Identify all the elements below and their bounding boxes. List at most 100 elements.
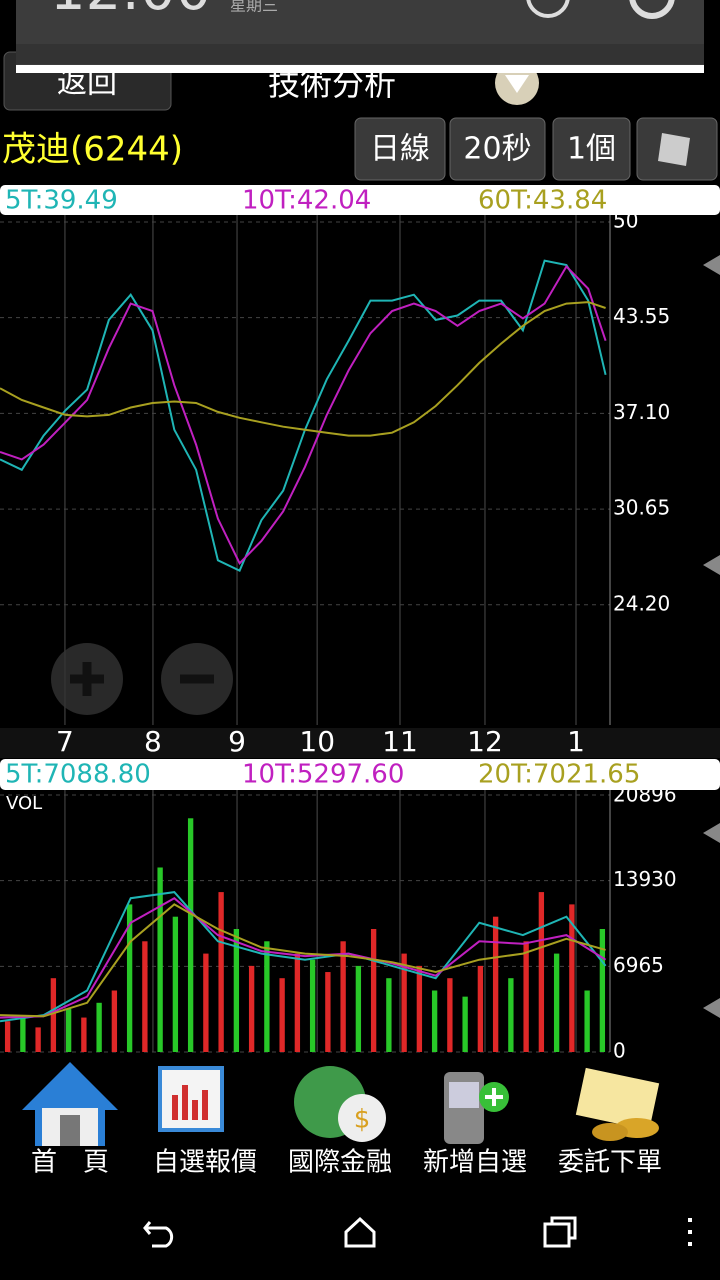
- volume-bar: [233, 928, 240, 1052]
- panel-shade: [16, 44, 704, 64]
- y-tick-label: 24.20: [613, 591, 670, 615]
- ma-line: [0, 891, 607, 1023]
- back-key[interactable]: [143, 1221, 174, 1248]
- home-icon-door: [60, 1115, 80, 1146]
- volume-bar: [4, 1021, 11, 1052]
- volume-bar: [340, 941, 346, 1052]
- price-legend-bar: [0, 185, 720, 215]
- status-icon[interactable]: [526, 0, 570, 18]
- order-icon[interactable]: [575, 1067, 660, 1131]
- legend-label: 5T:7088.80: [5, 760, 151, 790]
- nav-label[interactable]: 首 頁: [31, 1148, 109, 1178]
- dropdown-arrow: [505, 75, 529, 93]
- nav-label[interactable]: 委託下單: [558, 1148, 662, 1178]
- volume-bar: [35, 1027, 41, 1052]
- volume-bar: [157, 867, 163, 1052]
- y-tick-label: 13930: [613, 867, 677, 891]
- legend-label: 10T:42.04: [242, 186, 371, 216]
- volume-bar: [386, 978, 392, 1052]
- add-plus: [485, 1088, 503, 1106]
- toolbar-button-label[interactable]: 日線: [370, 132, 430, 167]
- volume-bar: [279, 978, 285, 1052]
- charts: 7 8 9 10 11 12 1 50 43.55 37.10 30.65 24.20 5T:39.49…: [0, 186, 677, 1063]
- finance-bag: [338, 1094, 386, 1142]
- volume-bar: [172, 916, 179, 1052]
- ma-line: [0, 301, 606, 437]
- volume-bar: [248, 965, 255, 1052]
- volume-bar: [309, 959, 316, 1052]
- volume-bar: [142, 941, 148, 1052]
- y-tick-label: 0: [613, 1039, 626, 1063]
- volume-legend-bar: [0, 759, 720, 790]
- phone-screen: [449, 1082, 479, 1108]
- nav-icons: $: [22, 1062, 660, 1146]
- toolbar: 日線 20秒 1個: [354, 117, 631, 181]
- toolbar-button[interactable]: [354, 117, 446, 181]
- legend-label: 60T:43.84: [478, 186, 607, 216]
- volume-bar: [569, 904, 575, 1052]
- x-tick-label: 9: [228, 725, 246, 758]
- volume-bar: [538, 892, 545, 1052]
- rotate-icon: [658, 133, 690, 166]
- volume-bar: [203, 953, 209, 1052]
- panel-edge: [16, 65, 704, 73]
- settings-icon[interactable]: [629, 0, 675, 19]
- volume-bar: [325, 972, 331, 1052]
- legend-label: 5T:39.49: [5, 186, 118, 216]
- volume-bar: [599, 928, 606, 1052]
- status-time: 12:00: [50, 0, 211, 23]
- volume-bar: [264, 941, 270, 1052]
- y-tick-label: 30.65: [613, 496, 670, 520]
- stock-name: 茂迪(6244): [2, 130, 183, 170]
- volume-bar: [111, 990, 118, 1052]
- recents-key[interactable]: [543, 1222, 571, 1248]
- toolbar-button-label[interactable]: 20秒: [463, 132, 531, 167]
- finance-symbol: $: [354, 1105, 371, 1135]
- volume-bar: [50, 978, 57, 1052]
- nav-label[interactable]: 國際金融: [288, 1148, 392, 1178]
- y-tick-label: 43.55: [613, 304, 670, 328]
- x-tick-label: 8: [144, 725, 162, 758]
- volume-bar: [20, 1015, 26, 1052]
- volume-bar: [355, 965, 362, 1052]
- volume-bar: [294, 953, 301, 1052]
- x-tick-label: 12: [467, 725, 503, 758]
- nav-label[interactable]: 新增自選: [423, 1148, 527, 1178]
- volume-bar: [126, 904, 133, 1052]
- side-arrow[interactable]: [703, 555, 720, 575]
- status-weekday: 星期三: [230, 0, 278, 15]
- quote-icon-bars: [172, 1085, 208, 1120]
- y-tick-label: 20896: [613, 783, 677, 807]
- volume-bar: [96, 1002, 102, 1052]
- x-axis-strip: [0, 728, 720, 758]
- side-arrow[interactable]: [703, 998, 720, 1018]
- toolbar-button[interactable]: [552, 117, 631, 181]
- home-key[interactable]: [344, 1216, 376, 1248]
- volume-bar: [81, 1017, 87, 1052]
- y-tick-label: 50: [613, 208, 638, 232]
- x-tick-label: 1: [567, 725, 585, 758]
- toolbar-button-label[interactable]: 1個: [567, 132, 616, 167]
- chart-label: VOL: [6, 793, 42, 814]
- volume-bar: [553, 953, 560, 1052]
- side-arrow[interactable]: [703, 255, 720, 275]
- volume-bar: [370, 928, 377, 1052]
- legend-label: 10T:5297.60: [242, 760, 404, 790]
- nav-label[interactable]: 自選報價: [153, 1148, 257, 1178]
- volume-bar: [477, 965, 484, 1052]
- side-arrow[interactable]: [703, 823, 720, 843]
- volume-bar: [508, 978, 514, 1052]
- volume-bar: [462, 996, 468, 1052]
- volume-bar: [187, 818, 194, 1052]
- x-tick-label: 11: [382, 725, 418, 758]
- volume-bar: [401, 953, 407, 1052]
- volume-bar: [492, 916, 499, 1052]
- x-tick-label: 7: [56, 725, 74, 758]
- volume-bar: [584, 990, 590, 1052]
- toolbar-button[interactable]: [449, 117, 546, 181]
- legend-label: 20T:7021.65: [478, 760, 640, 790]
- quote-icon[interactable]: [158, 1066, 224, 1132]
- volume-bar: [447, 978, 453, 1052]
